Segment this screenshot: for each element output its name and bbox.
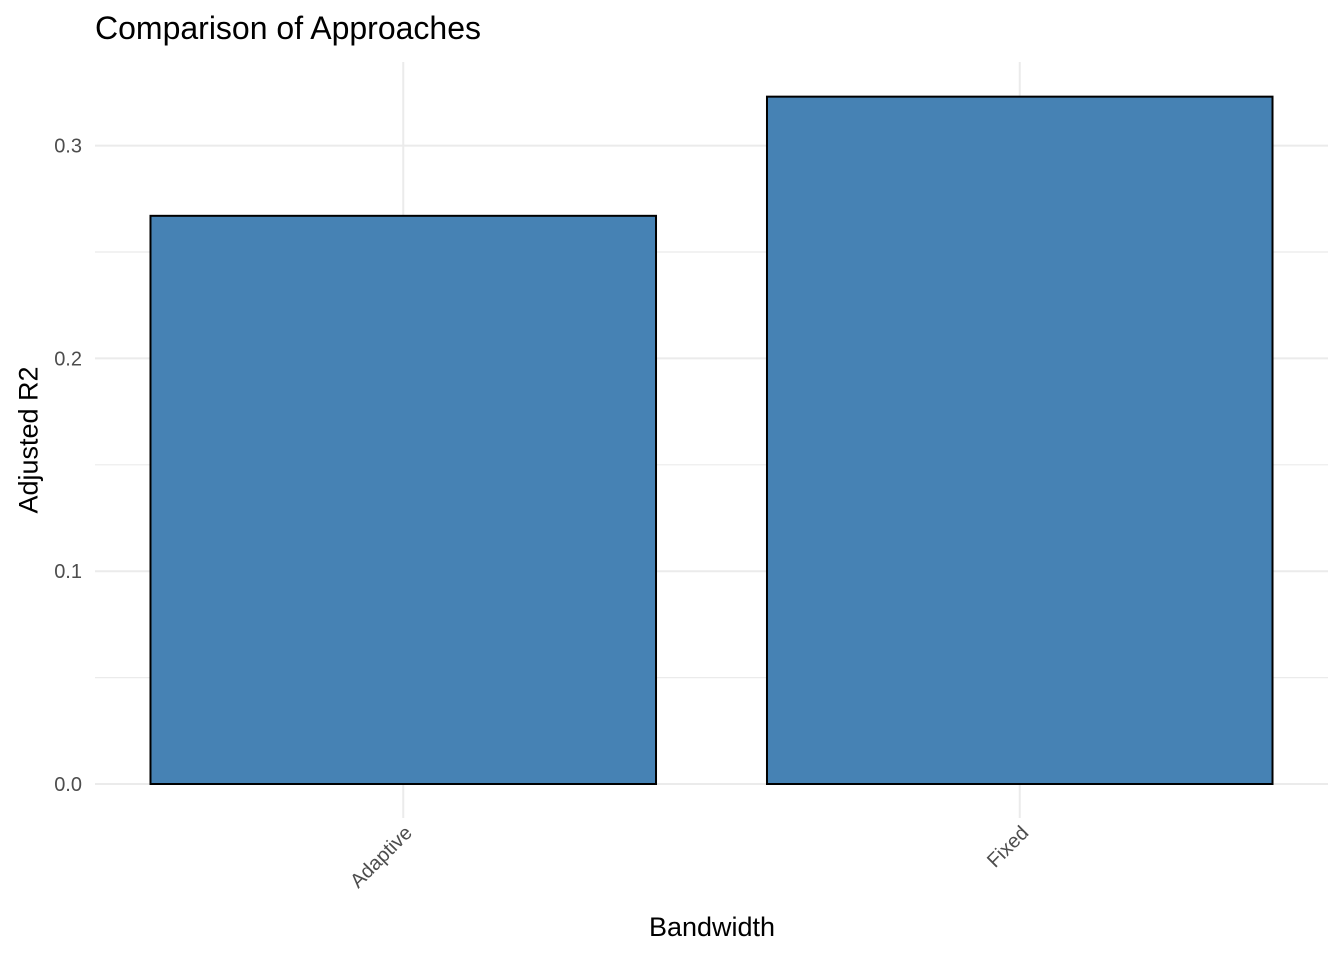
y-tick-label: 0.3: [54, 136, 82, 158]
bar-fixed: [765, 95, 1274, 785]
x-tick-label: Adaptive: [346, 822, 417, 893]
y-tick-label: 0.2: [54, 348, 82, 370]
bar-adaptive: [149, 214, 658, 786]
y-tick-label: 0.0: [54, 774, 82, 796]
y-axis-title: Adjusted R2: [13, 366, 44, 514]
x-tick-label: Fixed: [983, 822, 1033, 872]
y-tick-label: 0.1: [54, 561, 82, 583]
x-axis-title: Bandwidth: [648, 912, 776, 942]
chart-title: Comparison of Approaches: [95, 10, 481, 46]
